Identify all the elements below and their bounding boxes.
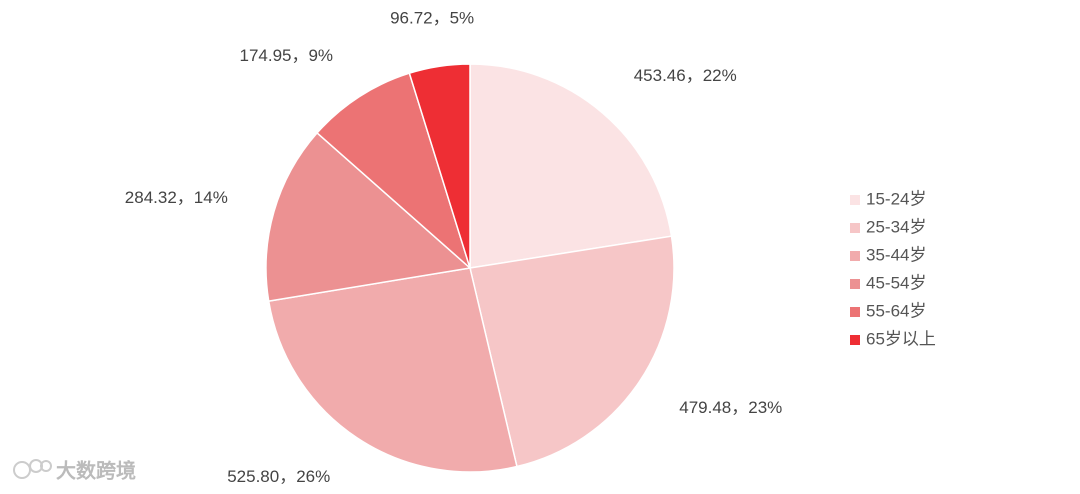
pie-slice — [469, 235, 675, 468]
watermark-icon — [13, 459, 52, 479]
data-label: 284.32，14% — [125, 188, 228, 207]
legend-label: 55-64岁 — [866, 301, 926, 320]
pie-slice — [316, 72, 472, 271]
legend-label: 15-24岁 — [866, 189, 926, 208]
data-label: 96.72，5% — [390, 8, 474, 27]
legend-label: 45-54岁 — [866, 273, 926, 292]
data-label: 453.46，22% — [634, 66, 737, 85]
legend-swatch — [850, 251, 860, 261]
legend-swatch — [850, 223, 860, 233]
pie-slice — [408, 63, 471, 269]
legend-label: 65岁以上 — [866, 329, 936, 348]
data-label: 525.80，26% — [227, 467, 330, 486]
watermark: 大数跨境 — [56, 458, 136, 482]
legend-swatch — [850, 335, 860, 345]
legend-label: 35-44岁 — [866, 245, 926, 264]
pie-slice — [267, 267, 518, 473]
pie-slice — [469, 63, 673, 269]
data-label: 479.48，23% — [679, 398, 782, 417]
data-label: 174.95，9% — [239, 46, 333, 65]
pie-slice — [265, 131, 472, 302]
legend-swatch — [850, 279, 860, 289]
legend-swatch — [850, 195, 860, 205]
legend-label: 25-34岁 — [866, 217, 926, 236]
legend-swatch — [850, 307, 860, 317]
